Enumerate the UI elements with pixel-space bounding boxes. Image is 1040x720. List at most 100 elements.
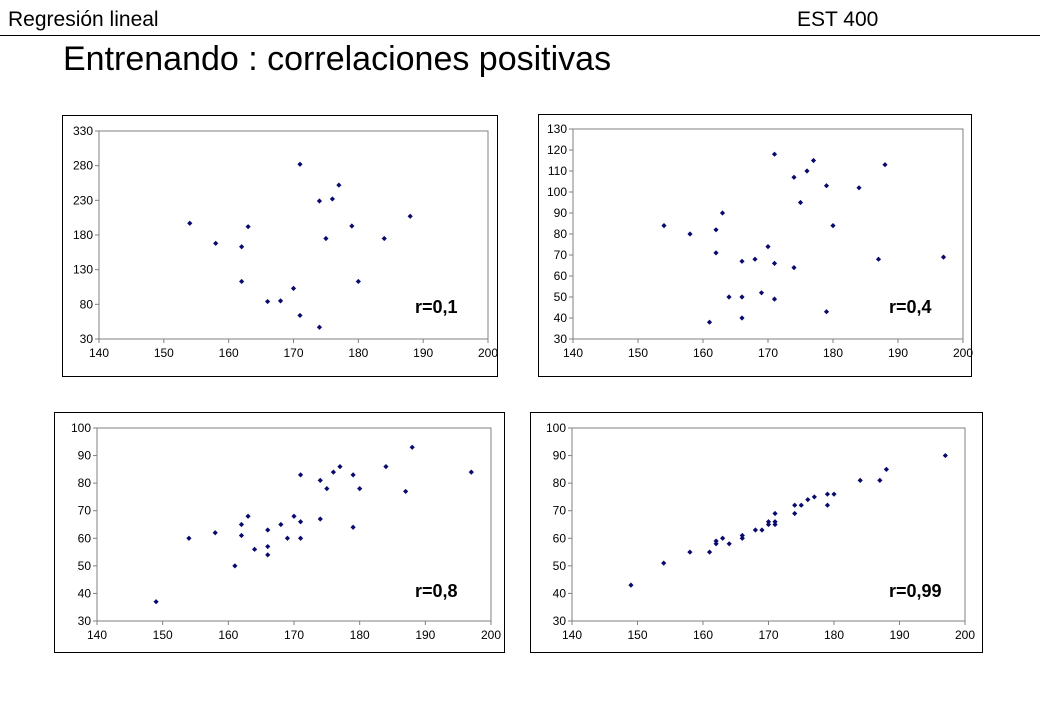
data-point bbox=[407, 213, 413, 219]
data-point bbox=[823, 183, 830, 189]
x-tick-label: 180 bbox=[350, 628, 370, 642]
data-point bbox=[265, 527, 271, 533]
data-point bbox=[337, 464, 343, 470]
y-tick-label: 80 bbox=[553, 476, 567, 490]
y-tick-label: 50 bbox=[553, 559, 567, 573]
data-point bbox=[265, 543, 271, 550]
data-point bbox=[239, 278, 245, 285]
data-point bbox=[706, 319, 713, 325]
data-point bbox=[349, 223, 355, 229]
data-point bbox=[232, 563, 238, 569]
x-tick-label: 200 bbox=[481, 628, 501, 642]
x-tick-label: 160 bbox=[218, 628, 238, 642]
data-point bbox=[726, 294, 732, 300]
x-tick-label: 150 bbox=[153, 628, 173, 642]
data-point bbox=[186, 535, 192, 541]
data-point bbox=[804, 168, 810, 174]
data-point bbox=[278, 521, 284, 528]
x-tick-label: 160 bbox=[693, 346, 713, 360]
data-point bbox=[324, 486, 330, 492]
data-point bbox=[765, 244, 771, 250]
x-tick-label: 140 bbox=[87, 628, 107, 642]
y-tick-label: 120 bbox=[547, 143, 567, 157]
data-point bbox=[882, 162, 888, 168]
data-point bbox=[336, 182, 342, 188]
y-tick-label: 80 bbox=[80, 297, 94, 311]
data-point bbox=[687, 231, 693, 237]
data-point bbox=[316, 324, 323, 330]
y-tick-label: 60 bbox=[554, 269, 568, 283]
data-point bbox=[771, 296, 778, 302]
data-point bbox=[726, 541, 732, 547]
data-point bbox=[245, 513, 251, 519]
page-title: Entrenando : correlaciones positivas bbox=[63, 40, 612, 78]
data-point bbox=[810, 157, 817, 164]
scatter-panel-1: 30 80 130 180 230 280 330 140 150 160 170 180 190 200… bbox=[62, 115, 498, 377]
data-point bbox=[628, 582, 634, 588]
data-point bbox=[856, 185, 862, 191]
data-point bbox=[811, 494, 817, 500]
y-tick-label: 70 bbox=[554, 248, 568, 262]
data-point bbox=[661, 560, 667, 566]
data-point bbox=[383, 464, 389, 470]
y-tick-label: 60 bbox=[78, 531, 92, 545]
x-tick-label: 170 bbox=[283, 346, 303, 360]
x-tick-label: 190 bbox=[888, 346, 908, 360]
data-point bbox=[771, 260, 778, 266]
data-point bbox=[772, 519, 778, 525]
data-point bbox=[350, 472, 356, 478]
y-tick-label: 100 bbox=[71, 421, 91, 435]
y-tick-label: 30 bbox=[554, 332, 568, 346]
y-tick-label: 30 bbox=[553, 614, 567, 628]
data-point bbox=[316, 198, 323, 204]
data-point bbox=[409, 444, 415, 450]
data-point bbox=[831, 491, 837, 497]
y-tick-label: 50 bbox=[78, 559, 92, 573]
correlation-label-4: r=0,99 bbox=[889, 581, 942, 601]
x-tick-label: 190 bbox=[415, 628, 435, 642]
y-tick-label: 50 bbox=[554, 290, 568, 304]
scatter-panel-2: 30 40 50 60 70 80 90 100 110 120 130 140 150 160 170 18… bbox=[538, 114, 973, 377]
data-point bbox=[739, 535, 745, 541]
y-tick-label: 30 bbox=[78, 614, 92, 628]
y-tick-label: 40 bbox=[78, 586, 92, 600]
correlation-label-2: r=0,4 bbox=[889, 297, 932, 317]
y-tick-label: 90 bbox=[554, 206, 568, 220]
y-tick-label: 110 bbox=[548, 164, 567, 178]
data-point bbox=[771, 151, 778, 157]
data-point bbox=[245, 224, 251, 230]
data-point bbox=[297, 312, 303, 319]
data-point bbox=[277, 298, 284, 304]
data-point bbox=[238, 532, 245, 539]
y-tick-label: 80 bbox=[554, 227, 568, 241]
data-point bbox=[739, 532, 745, 539]
x-tick-label: 180 bbox=[348, 346, 368, 360]
scatter-chart-3: 30 40 50 60 70 80 90 100 140 150 160 170 180 190 200 bbox=[71, 421, 501, 642]
y-tick-label: 100 bbox=[547, 185, 567, 199]
data-point bbox=[759, 527, 765, 533]
x-tick-label: 160 bbox=[219, 346, 239, 360]
data-point bbox=[791, 265, 797, 271]
y-tick-label: 40 bbox=[554, 311, 568, 325]
data-point bbox=[264, 298, 271, 305]
y-tick-label: 90 bbox=[78, 449, 92, 463]
x-tick-label: 200 bbox=[955, 628, 975, 642]
y-tick-label: 80 bbox=[78, 476, 92, 490]
y-tick-label: 70 bbox=[78, 504, 92, 518]
data-point bbox=[772, 510, 778, 517]
data-point bbox=[297, 519, 304, 525]
y-tick-label: 70 bbox=[553, 504, 567, 518]
x-tick-label: 150 bbox=[154, 346, 174, 360]
x-tick-label: 180 bbox=[824, 628, 844, 642]
data-point bbox=[187, 220, 193, 226]
data-point bbox=[403, 488, 409, 495]
data-point bbox=[791, 174, 797, 180]
x-tick-label: 180 bbox=[823, 346, 843, 360]
header-divider bbox=[0, 35, 1040, 36]
scatter-chart-1: 30 80 130 180 230 280 330 140 150 160 170 180 190 200 bbox=[73, 124, 498, 360]
data-point bbox=[772, 521, 778, 528]
header-code: EST 400 bbox=[797, 8, 879, 31]
data-point bbox=[355, 278, 361, 285]
y-tick-label: 130 bbox=[73, 263, 93, 277]
data-point bbox=[713, 538, 719, 544]
